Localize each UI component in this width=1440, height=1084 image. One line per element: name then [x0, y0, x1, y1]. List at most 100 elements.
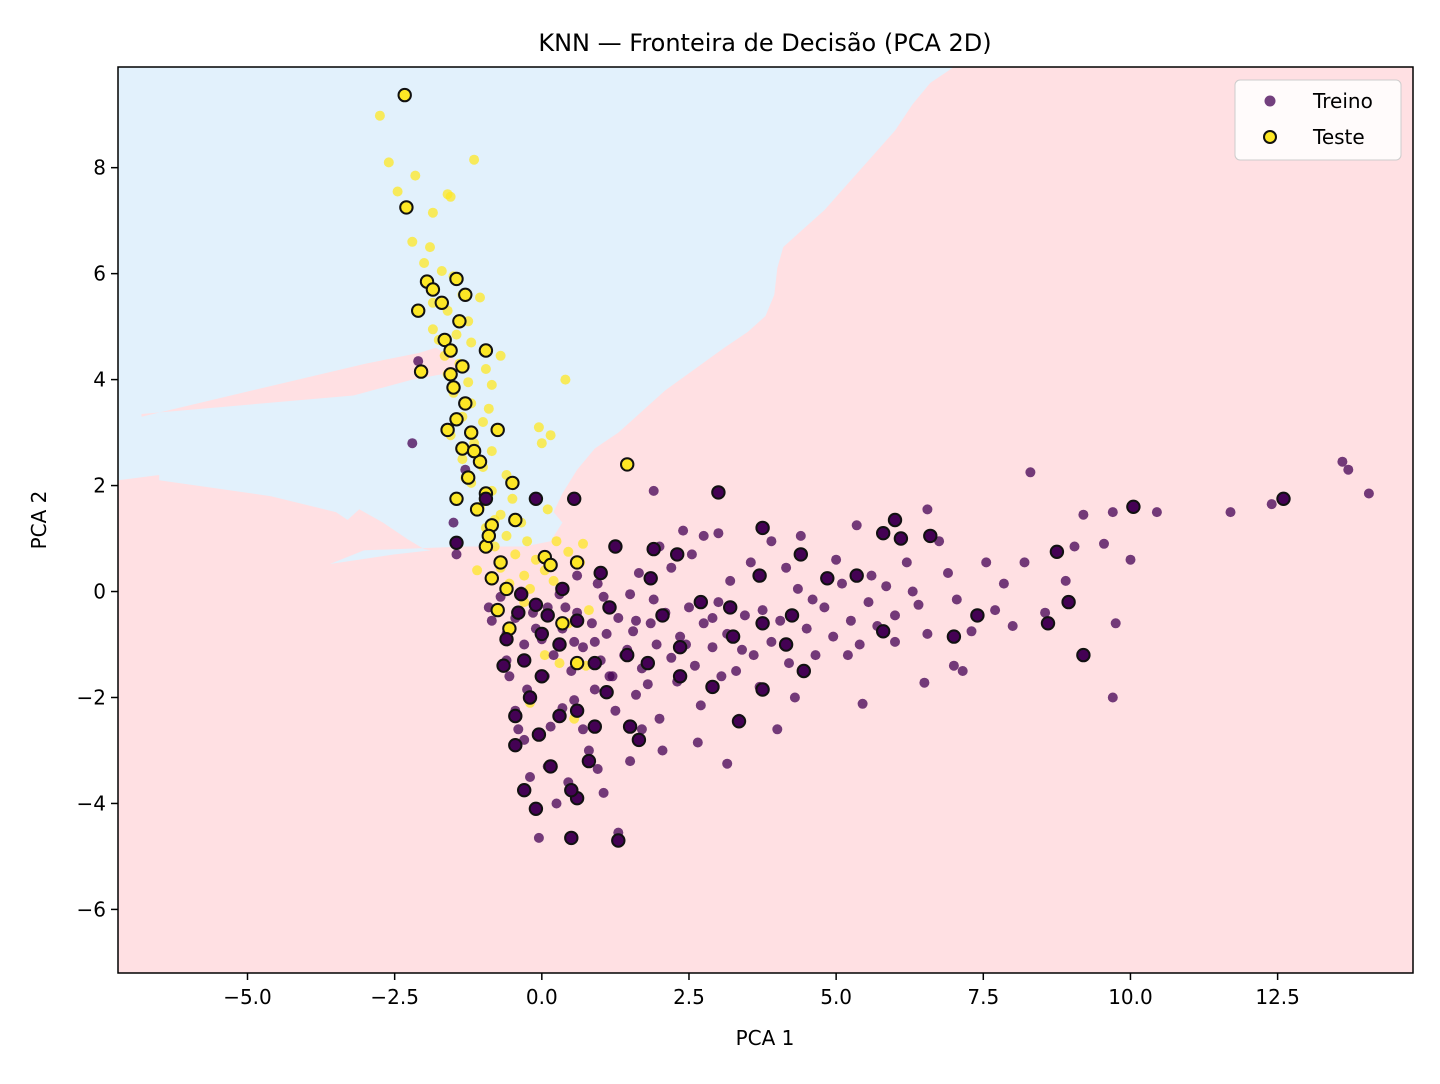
train-point — [675, 631, 686, 642]
test-point — [755, 616, 770, 631]
train-point — [572, 570, 583, 581]
train-point — [1078, 509, 1089, 520]
legend-test-label: Teste — [1312, 125, 1365, 149]
train-point — [881, 581, 892, 592]
train-point — [413, 356, 424, 367]
train-point — [604, 671, 615, 682]
test-point — [1076, 647, 1091, 663]
train-point — [560, 374, 571, 385]
test-point — [555, 581, 570, 597]
test-point — [555, 616, 570, 631]
train-point — [551, 536, 562, 547]
train-point — [1337, 456, 1348, 467]
test-point — [581, 753, 597, 769]
test-point — [490, 602, 505, 618]
test-point — [397, 87, 412, 103]
test-point — [755, 682, 770, 697]
train-point — [383, 157, 394, 168]
x-tick-label: 0.0 — [526, 985, 558, 1009]
test-point — [472, 454, 488, 469]
train-point — [483, 403, 494, 414]
train-point — [522, 536, 533, 547]
train-point — [678, 525, 689, 536]
train-point — [725, 575, 736, 586]
train-point — [648, 485, 659, 496]
train-point — [472, 565, 483, 576]
test-point — [693, 594, 708, 610]
train-point — [854, 639, 865, 650]
train-point — [545, 430, 556, 441]
train-point — [645, 618, 656, 629]
test-point — [793, 547, 808, 562]
train-point — [533, 422, 544, 433]
train-point — [563, 546, 574, 557]
chart-title: KNN — Fronteira de Decisão (PCA 2D) — [538, 29, 991, 57]
test-point — [672, 640, 688, 655]
train-point — [1069, 541, 1080, 552]
train-point — [689, 660, 700, 671]
test-point — [449, 412, 464, 427]
train-point — [448, 517, 459, 528]
test-point — [446, 380, 461, 395]
train-point — [857, 698, 868, 709]
train-point — [510, 549, 521, 560]
test-point — [1040, 616, 1056, 631]
train-point — [525, 772, 535, 782]
train-point — [913, 599, 924, 610]
train-point — [419, 258, 430, 268]
test-point — [425, 282, 441, 297]
test-point — [970, 608, 985, 623]
train-point — [533, 832, 544, 843]
train-point — [463, 377, 474, 388]
train-point — [445, 191, 456, 202]
plot-area — [118, 67, 1413, 973]
test-point — [478, 491, 494, 506]
train-point — [737, 644, 747, 655]
test-point — [711, 485, 726, 500]
test-point — [496, 658, 511, 673]
train-point — [801, 623, 812, 634]
test-point — [511, 605, 526, 620]
test-point — [552, 708, 567, 724]
train-point — [731, 666, 742, 676]
y-axis-label: PCA 2 — [27, 491, 51, 550]
train-point — [589, 684, 600, 695]
test-point — [602, 600, 617, 615]
train-point — [772, 724, 783, 735]
train-point — [427, 207, 438, 218]
train-point — [919, 677, 930, 688]
region-class-0-intrusion — [118, 509, 466, 560]
train-point — [866, 570, 877, 581]
train-point — [1225, 507, 1236, 518]
test-point — [593, 565, 608, 581]
train-point — [475, 292, 485, 303]
train-point — [828, 631, 839, 642]
train-point — [981, 557, 992, 568]
train-point — [578, 724, 588, 735]
test-point — [784, 608, 800, 623]
train-point — [407, 236, 418, 247]
train-point — [1151, 507, 1162, 518]
test-point — [413, 364, 429, 379]
train-point — [766, 636, 777, 647]
train-point — [842, 650, 853, 661]
x-tick-label: 7.5 — [967, 985, 999, 1009]
train-point — [851, 520, 862, 531]
train-point — [545, 721, 556, 732]
y-tick-label: 8 — [93, 156, 106, 180]
test-point — [449, 271, 464, 287]
test-point — [490, 422, 505, 438]
test-point — [569, 613, 585, 628]
train-point — [1007, 621, 1018, 631]
train-point — [713, 597, 724, 608]
train-point — [901, 557, 912, 568]
train-point — [1025, 467, 1036, 478]
test-point — [1061, 594, 1076, 610]
test-point — [1049, 544, 1065, 559]
train-point — [686, 549, 697, 560]
y-tick-label: −4 — [77, 791, 106, 815]
test-point — [437, 332, 452, 348]
train-point — [486, 379, 497, 390]
test-point — [705, 679, 720, 695]
test-point — [508, 708, 523, 724]
